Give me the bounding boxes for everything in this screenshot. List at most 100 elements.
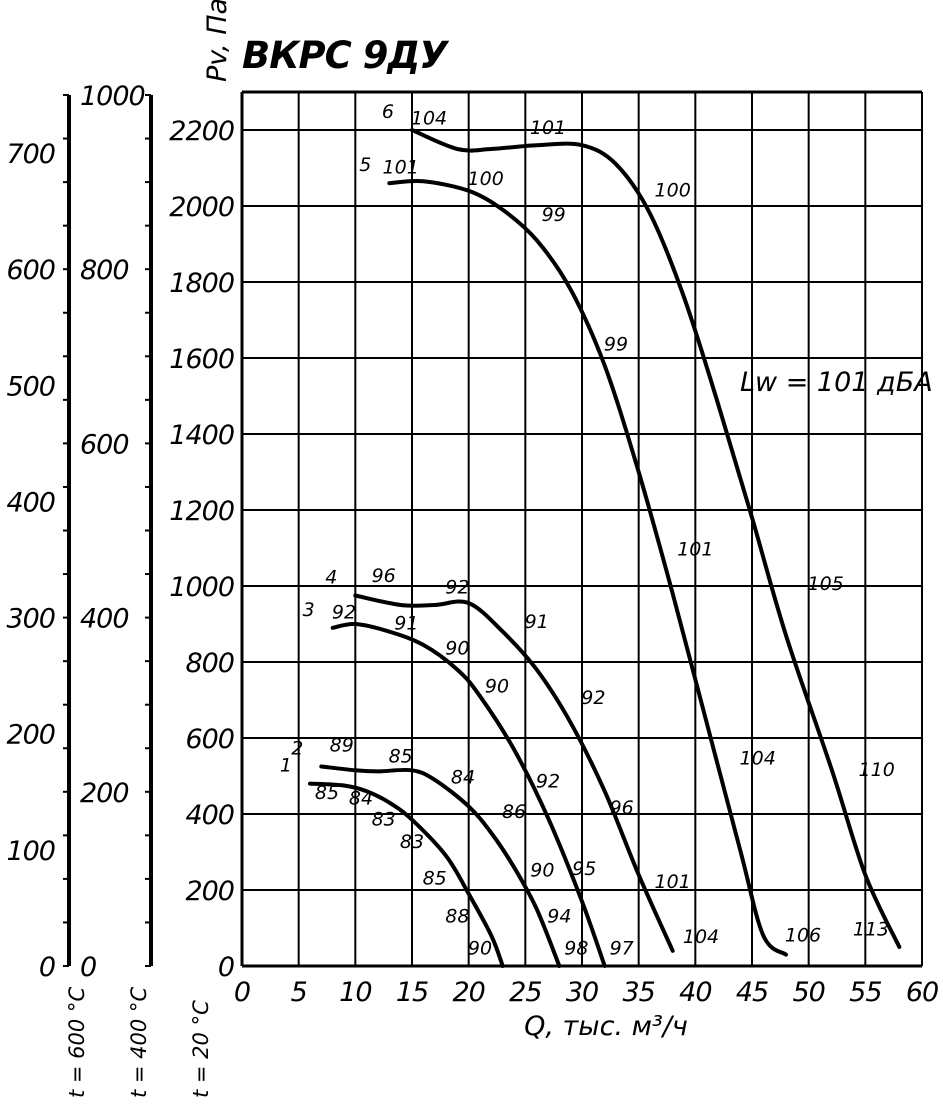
curve-point-label: 110: [859, 759, 895, 781]
x-tick-label: 30: [566, 977, 598, 1008]
x-tick-label: 45: [736, 977, 768, 1008]
curve-point-label: 86: [502, 801, 526, 823]
temp-axis-label: t = 600 °C: [65, 987, 89, 1098]
curve-point-label: 84: [451, 767, 475, 789]
temp-axis-label: t = 20 °C: [189, 1000, 213, 1098]
curve-5: [387, 178, 788, 957]
curve-point-label: 99: [542, 204, 566, 226]
curve-point-label: 90: [468, 938, 492, 960]
curve-point-label: 83: [400, 831, 424, 853]
x-tick-labels: 0 5 10 15 20 25 30 35 40 45 50 55 60: [234, 977, 939, 1008]
y-tick-label: 600: [185, 724, 234, 755]
temp-axis-tick-label: 200: [6, 720, 55, 751]
curve-id-label: 2: [291, 738, 303, 760]
curve-point-label: 96: [610, 797, 634, 819]
temp-axis-tick-label: 500: [6, 371, 55, 402]
curve-id-label: 4: [325, 567, 337, 589]
curve-point-label: 92: [536, 770, 560, 792]
y-tick-label: 1200: [169, 496, 234, 527]
curve-point-label: 113: [853, 919, 889, 941]
y-tick-label: 1800: [169, 268, 234, 299]
temp-axis-tick-label: 600: [6, 255, 55, 286]
x-tick-label: 10: [339, 977, 371, 1008]
curve-point-label: 91: [525, 611, 549, 633]
x-tick-label: 0: [234, 977, 250, 1008]
curve-point-label: 104: [411, 107, 447, 129]
curve-point-label: 94: [547, 905, 571, 927]
curve-point-label: 89: [330, 734, 354, 756]
curve-6: [410, 128, 902, 949]
curve-1: [308, 781, 505, 968]
curve-point-label: 90: [530, 860, 554, 882]
curve-id-label: 3: [303, 599, 315, 621]
curve-point-label: 101: [530, 117, 566, 139]
curve-point-label: 95: [572, 858, 596, 880]
temp-axis-tick-label: 0: [80, 952, 96, 983]
curve-point-label: 85: [423, 867, 447, 889]
curve-point-label: 96: [372, 565, 396, 587]
y-tick-label: 800: [185, 648, 234, 679]
x-tick-label: 35: [622, 977, 654, 1008]
x-tick-label: 50: [792, 977, 824, 1008]
curve-point-label: 97: [610, 938, 634, 960]
y-tick-label: 1000: [169, 572, 234, 603]
y-axis-label: Pv, Па: [202, 0, 233, 82]
curve-point-label: 83: [372, 808, 396, 830]
curve-point-label: 101: [677, 539, 713, 561]
curve-point-label: 104: [740, 748, 776, 770]
x-tick-label: 15: [396, 977, 428, 1008]
temp-axis-label: t = 400 °C: [127, 987, 151, 1098]
temp-axis-tick-label: 800: [80, 255, 129, 286]
x-axis-label: Q, тыс. м³/ч: [524, 1011, 688, 1042]
y-tick-labels: 0 200 400 600 800 1000 1200 1400 1600 1800 2000 220…: [169, 116, 235, 983]
x-tick-label: 25: [509, 977, 541, 1008]
y-tick-label: 200: [185, 876, 234, 907]
curve-point-label: 85: [389, 746, 413, 768]
temp-axis-tick-label: 400: [6, 487, 55, 518]
y-tick-label: 400: [185, 800, 234, 831]
temp-axis-tick-label: 100: [6, 836, 55, 867]
temp-axis-tick-label: 300: [6, 604, 55, 635]
curve-2: [319, 764, 562, 968]
curve-point-label: 106: [785, 924, 821, 946]
temp-axis-tick-label: 700: [6, 139, 55, 170]
curve-point-label: 88: [445, 905, 469, 927]
y-tick-label: 0: [218, 952, 234, 983]
chart-title: ВКРС 9ДУ: [242, 34, 450, 77]
curve-point-label: 90: [445, 637, 469, 659]
curve-point-label: 92: [445, 577, 469, 599]
curve-point-label: 92: [332, 601, 356, 623]
curve-point-label: 101: [383, 157, 419, 179]
curve-3: [330, 621, 607, 968]
curve-id-label: 1: [280, 755, 292, 777]
curve-point-label: 98: [564, 938, 588, 960]
curve-id-label: 5: [359, 154, 371, 176]
curve-4: [353, 593, 675, 953]
grid: [240, 90, 923, 968]
temp-axis-tick-label: 200: [80, 778, 129, 809]
sound-power-annotation: Lw = 101 дБА: [740, 367, 933, 398]
curve-point-label: 84: [349, 788, 373, 810]
temp-axis-tick-label: 600: [80, 429, 129, 460]
curve-point-label: 105: [808, 573, 844, 595]
curve-point-label: 100: [468, 168, 504, 190]
x-tick-label: 55: [849, 977, 881, 1008]
temp-axis-tick-label: 400: [80, 604, 129, 635]
curve-point-label: 101: [655, 871, 691, 893]
temperature-axes: t = 20 °C 0 200 400 600 800 1000 t = 400 °C 0 100…: [6, 81, 213, 1098]
x-tick-label: 5: [291, 977, 307, 1008]
y-tick-label: 1600: [169, 344, 234, 375]
performance-curves: [308, 128, 902, 968]
x-tick-label: 20: [452, 977, 484, 1008]
temp-axis-tick-label: 1000: [80, 81, 145, 112]
curve-point-label: 104: [683, 926, 719, 948]
y-tick-label: 2200: [169, 116, 234, 147]
y-tick-label: 1400: [169, 420, 234, 451]
curve-point-label: 90: [485, 675, 509, 697]
curve-id-label: 6: [382, 101, 394, 123]
curve-point-label: 100: [655, 180, 691, 202]
curve-point-label: 85: [315, 782, 339, 804]
curve-point-label: 91: [394, 613, 418, 635]
